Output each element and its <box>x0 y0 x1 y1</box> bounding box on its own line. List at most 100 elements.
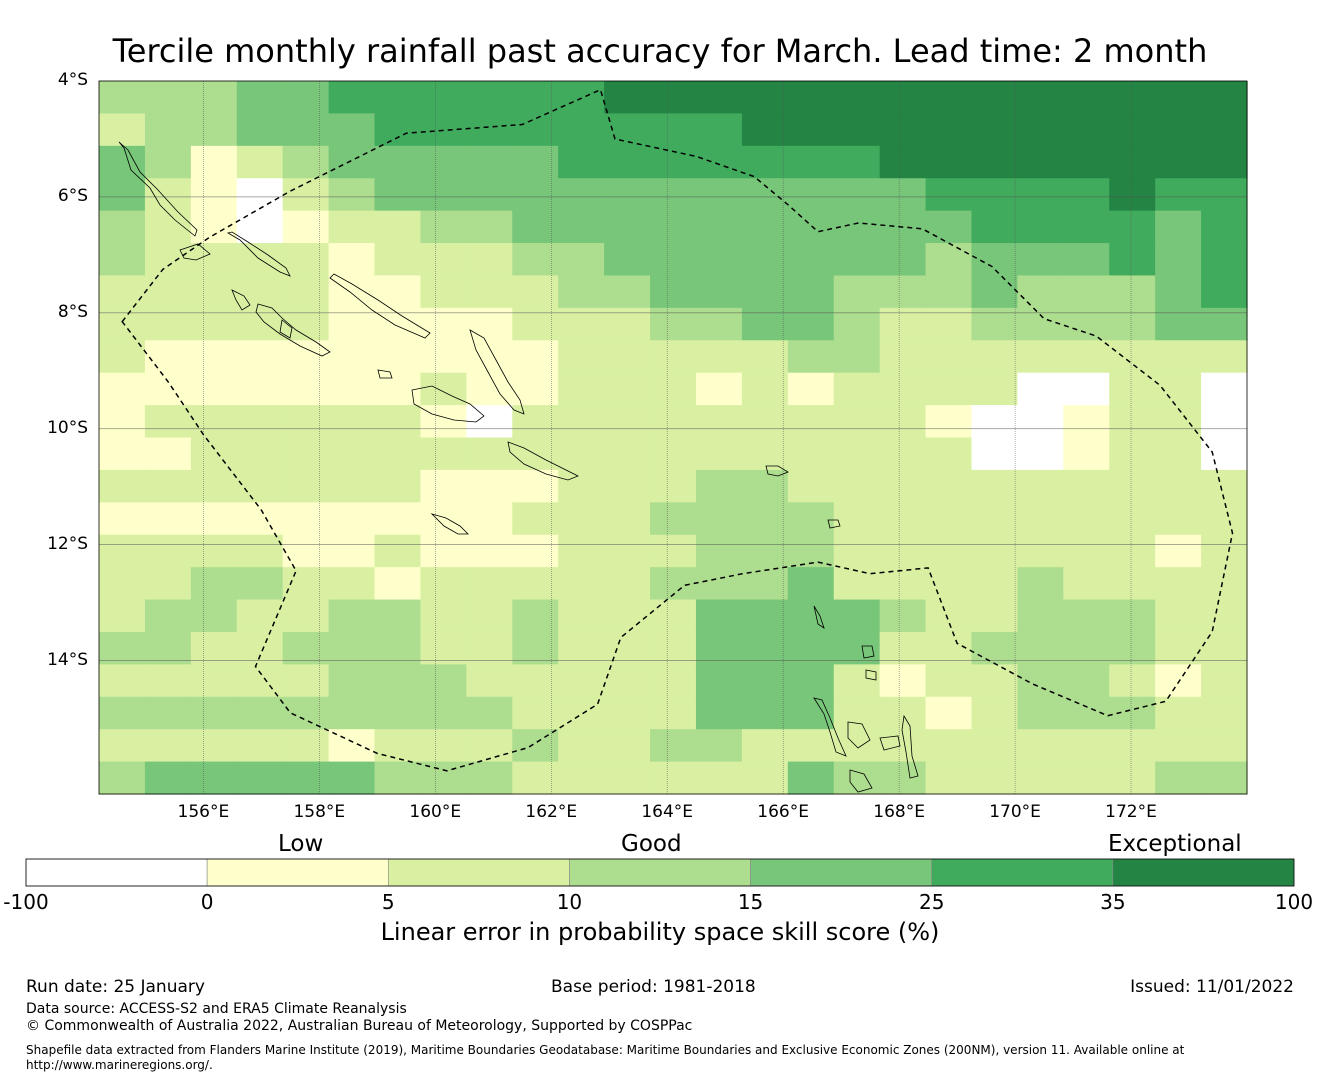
skill-cell <box>1109 178 1156 212</box>
skill-cell <box>1017 502 1064 536</box>
skill-cell <box>879 437 927 471</box>
skill-cell <box>971 599 1018 633</box>
skill-cell <box>833 502 881 536</box>
colorbar-segment <box>569 858 751 887</box>
skill-cell <box>695 534 743 568</box>
skill-cell <box>1063 81 1110 115</box>
skill-cell <box>650 631 697 665</box>
skill-cell <box>741 243 789 277</box>
colorbar-tick-label: 100 <box>1274 890 1314 914</box>
skill-cell <box>604 534 651 568</box>
skill-cell <box>833 534 881 568</box>
skill-cell <box>879 469 927 503</box>
skill-cell <box>190 696 238 730</box>
skill-cell <box>99 372 146 406</box>
skill-cell <box>144 81 192 115</box>
skill-cell <box>741 81 789 115</box>
skill-cell <box>282 469 330 503</box>
skill-cell <box>282 664 330 698</box>
skill-cell <box>374 664 422 698</box>
latitude-tick-label: 6°S <box>57 185 88 206</box>
skill-cell <box>420 81 467 115</box>
longitude-tick-label: 156°E <box>177 802 230 822</box>
skill-cell <box>558 469 605 503</box>
skill-cell <box>604 567 651 601</box>
skill-cell <box>374 567 422 601</box>
skill-cell <box>236 113 284 147</box>
skill-cell <box>650 178 697 212</box>
skill-cell <box>741 340 789 374</box>
skill-cell <box>1063 178 1110 212</box>
skill-cell <box>833 437 881 471</box>
skill-cell <box>558 405 605 439</box>
skill-cell <box>1201 145 1248 179</box>
skill-cell <box>833 81 881 115</box>
skill-cell <box>558 599 605 633</box>
skill-cell <box>695 275 743 309</box>
skill-cell <box>971 502 1018 536</box>
skill-cell <box>925 567 973 601</box>
skill-cell <box>1155 178 1202 212</box>
skill-cell <box>99 696 146 730</box>
skill-cell <box>925 729 973 763</box>
skill-cell <box>144 631 192 665</box>
skill-cell <box>99 761 146 795</box>
skill-cell <box>466 599 513 633</box>
skill-cell <box>1109 437 1156 471</box>
skill-cell <box>695 664 743 698</box>
skill-cell <box>1017 696 1064 730</box>
skill-cell <box>190 81 238 115</box>
skill-cell <box>741 534 789 568</box>
skill-cell <box>282 81 330 115</box>
skill-cell <box>787 696 835 730</box>
skill-cell <box>282 567 330 601</box>
skill-cell <box>1109 664 1156 698</box>
latitude-tick-label: 4°S <box>57 70 88 90</box>
colorbar-title: Linear error in probability space skill … <box>380 918 940 946</box>
skill-cell <box>971 534 1018 568</box>
skill-cell <box>650 534 697 568</box>
skill-cell <box>1109 243 1156 277</box>
skill-cell <box>144 599 192 633</box>
skill-cell <box>236 567 284 601</box>
skill-cell <box>695 729 743 763</box>
skill-cell <box>695 340 743 374</box>
skill-cell <box>650 113 697 147</box>
skill-cell <box>282 145 330 179</box>
skill-cell <box>466 567 513 601</box>
skill-cell <box>512 534 559 568</box>
skill-cell <box>1201 210 1248 244</box>
longitude-tick-label: 164°E <box>641 802 694 822</box>
latitude-tick-label: 8°S <box>57 301 88 322</box>
shapefile-url: http://www.marineregions.org/. <box>26 1058 213 1072</box>
skill-cell <box>741 405 789 439</box>
skill-cell <box>466 340 513 374</box>
skill-cell <box>558 340 605 374</box>
skill-cell <box>1201 664 1248 698</box>
island-outline <box>329 273 431 339</box>
skill-cell <box>650 729 697 763</box>
skill-cell <box>833 567 881 601</box>
skill-cell <box>1155 307 1202 341</box>
skill-cell <box>1109 469 1156 503</box>
skill-cell <box>190 275 238 309</box>
colorbar-tick-label: 15 <box>737 890 764 914</box>
skill-cell <box>144 243 192 277</box>
skill-cell <box>925 243 973 277</box>
skill-cell <box>879 567 927 601</box>
skill-cell <box>741 113 789 147</box>
skill-cell <box>1201 761 1248 795</box>
skill-cell <box>833 631 881 665</box>
skill-cell <box>787 729 835 763</box>
skill-cell <box>971 567 1018 601</box>
skill-cell <box>925 145 973 179</box>
skill-cell <box>512 502 559 536</box>
skill-cell <box>374 534 422 568</box>
skill-cell <box>420 243 467 277</box>
island-outline <box>279 319 293 339</box>
skill-cell <box>1017 178 1064 212</box>
skill-cell <box>1109 113 1156 147</box>
skill-cell <box>925 631 973 665</box>
skill-cell <box>1063 761 1110 795</box>
